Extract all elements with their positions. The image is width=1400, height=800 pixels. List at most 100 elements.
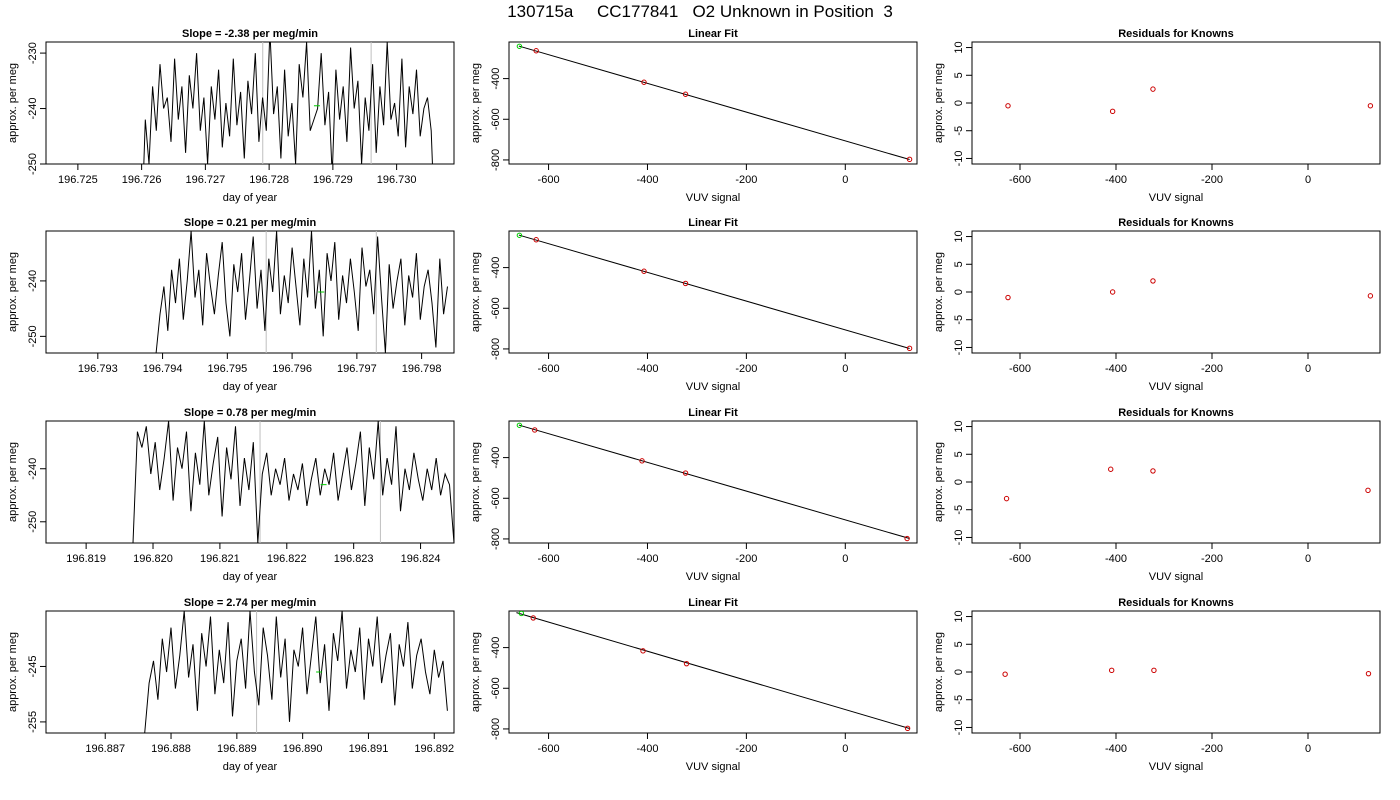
known-point: [1003, 495, 1010, 502]
panel-10: Residuals for Knowns -600 -400 -200 0 -10 -5 0 5…: [933, 407, 1381, 583]
x-tick-label: -200: [1201, 553, 1223, 565]
x-tick-label: -200: [1201, 743, 1223, 755]
panel-title: Slope = 0.21 per meg/min: [184, 217, 317, 229]
fit-line: [518, 234, 910, 350]
x-tick-label: 0: [1305, 174, 1311, 186]
y-tick-label: -600: [490, 108, 502, 130]
y-tick-label: -240: [27, 98, 39, 120]
known-point: [906, 345, 913, 352]
known-point: [532, 427, 538, 433]
series-line: [143, 42, 433, 164]
y-axis-label: approx. per meg: [7, 63, 19, 143]
y-tick-label: -400: [490, 637, 502, 659]
y-tick-label: -5: [953, 505, 965, 515]
x-axis-label: VUV signal: [686, 571, 740, 583]
known-point: [1108, 466, 1114, 472]
known-point: [1150, 468, 1156, 474]
x-tick-label: -600: [538, 553, 560, 565]
x-axis-label: VUV signal: [686, 192, 740, 204]
panel-title: Slope = 2.74 per meg/min: [184, 597, 317, 609]
x-tick-label: 196.821: [200, 553, 240, 565]
y-tick-label: 0: [953, 289, 965, 295]
plot-frame: [508, 41, 918, 165]
x-tick-label: -400: [636, 553, 658, 565]
y-tick-label: -240: [27, 270, 39, 292]
plot-frame: [508, 230, 918, 354]
known-point: [1367, 103, 1374, 109]
known-point: [533, 48, 539, 54]
plot-frame: [45, 41, 455, 165]
unknown-point: [516, 232, 523, 238]
x-tick-label: 196.891: [349, 743, 389, 755]
x-tick-label: -600: [1009, 553, 1031, 565]
series-line: [155, 231, 448, 353]
known-point: [1002, 671, 1008, 677]
known-point: [682, 280, 689, 287]
fit-line: [518, 45, 910, 161]
x-tick-label: -400: [636, 743, 658, 755]
y-tick-label: -600: [490, 677, 502, 699]
x-axis-label: day of year: [223, 761, 278, 773]
x-axis-label: VUV signal: [686, 761, 740, 773]
panel-8: Residuals for Knowns -600 -400 -200 0 -10 -5 0 5…: [933, 28, 1381, 204]
x-axis-label: day of year: [223, 192, 278, 204]
figure-title: 130715a CC177841 O2 Unknown in Position …: [507, 2, 893, 21]
y-tick-label: 5: [953, 261, 965, 267]
known-point: [641, 268, 647, 274]
x-tick-label: 196.725: [58, 174, 98, 186]
y-tick-label: -400: [490, 257, 502, 279]
y-axis-label: approx. per meg: [933, 442, 945, 522]
y-axis-label: approx. per meg: [7, 442, 19, 522]
known-point: [1150, 278, 1156, 284]
plot-frame: [45, 230, 455, 354]
y-axis-label: approx. per meg: [7, 632, 19, 712]
x-tick-label: 196.796: [272, 363, 312, 375]
y-axis-label: approx. per meg: [470, 442, 482, 522]
x-tick-label: -400: [1105, 363, 1127, 375]
panel-2: Slope = 0.78 per meg/min 196.819 196.820 19…: [7, 407, 455, 583]
panel-1: Slope = 0.21 per meg/min 196.793 196.794 19…: [7, 217, 455, 393]
y-axis-label: approx. per meg: [933, 632, 945, 712]
known-point: [1109, 108, 1116, 115]
x-tick-label: -200: [735, 553, 757, 565]
panel-3: Slope = 2.74 per meg/min 196.887 196.888 19…: [7, 597, 455, 773]
panel-0: Slope = -2.38 per meg/min 196.725 196.726 1…: [7, 28, 455, 204]
known-point: [906, 156, 913, 163]
panel-6: Linear Fit -600 -400 -200 0 -800 -600 -400 VUV s…: [470, 407, 918, 583]
y-tick-label: -250: [27, 511, 39, 533]
known-point: [1005, 103, 1011, 109]
known-point: [683, 660, 690, 667]
x-tick-label: 196.819: [66, 553, 106, 565]
x-tick-label: -400: [1105, 743, 1127, 755]
y-tick-label: -5: [953, 695, 965, 705]
known-point: [1367, 293, 1374, 299]
panel-9: Residuals for Knowns -600 -400 -200 0 -10 -5 0 5…: [933, 217, 1381, 393]
y-tick-label: -400: [490, 68, 502, 90]
y-axis-label: approx. per meg: [933, 63, 945, 143]
y-tick-label: -800: [490, 149, 502, 171]
y-tick-label: -5: [953, 315, 965, 325]
y-tick-label: 0: [953, 479, 965, 485]
y-axis-label: approx. per meg: [470, 63, 482, 143]
panel-title: Slope = -2.38 per meg/min: [182, 28, 318, 40]
x-axis-label: VUV signal: [1149, 381, 1203, 393]
x-tick-label: 196.729: [313, 174, 353, 186]
x-tick-label: -400: [1105, 174, 1127, 186]
unknown-point: [516, 422, 523, 428]
y-tick-label: 0: [953, 100, 965, 106]
panel-title: Linear Fit: [688, 597, 738, 609]
y-tick-label: 10: [953, 610, 965, 622]
panel-title: Slope = 0.78 per meg/min: [184, 407, 317, 419]
x-tick-label: 0: [842, 553, 848, 565]
x-axis-label: day of year: [223, 381, 278, 393]
y-tick-label: -800: [490, 338, 502, 360]
x-tick-label: -400: [1105, 553, 1127, 565]
known-point: [1150, 86, 1156, 92]
plot-frame: [508, 610, 918, 734]
x-tick-label: -400: [636, 174, 658, 186]
known-point: [1151, 667, 1157, 674]
y-tick-label: -600: [490, 297, 502, 319]
x-tick-label: 196.727: [185, 174, 225, 186]
panel-7: Linear Fit -600 -400 -200 0 -800 -600 -400 VUV s…: [470, 597, 918, 773]
y-tick-label: -240: [27, 458, 39, 480]
